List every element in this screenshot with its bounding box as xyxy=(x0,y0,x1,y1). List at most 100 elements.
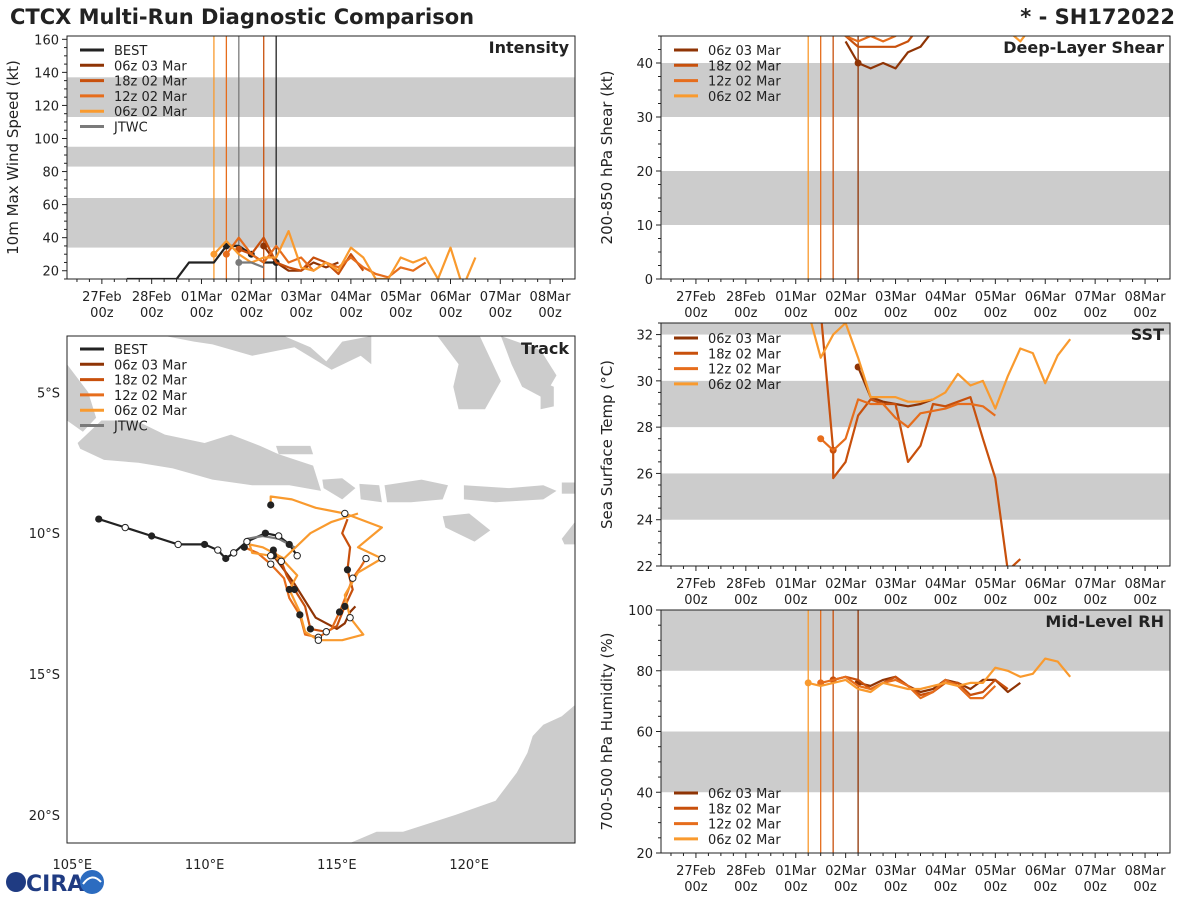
threshold-band xyxy=(661,323,1170,335)
lon-tick-label: 120°E xyxy=(449,858,489,873)
init-marker xyxy=(817,435,825,443)
x-tick-label: 00z xyxy=(1034,593,1058,608)
x-tick-label: 02Mar xyxy=(825,864,867,879)
threshold-band xyxy=(661,610,1170,671)
x-tick-label: 00z xyxy=(240,306,264,321)
y-tick-label: 160 xyxy=(34,33,59,48)
y-tick-label: 40 xyxy=(42,232,59,247)
legend-label: 18z 02 Mar xyxy=(114,374,187,389)
x-tick-label: 04Mar xyxy=(925,290,967,305)
x-tick-label: 08Mar xyxy=(1125,577,1167,592)
series-line-12z-02-mar xyxy=(843,36,897,43)
y-axis-label: 200-850 hPa Shear (kt) xyxy=(598,71,616,245)
cira-globe-icon xyxy=(6,872,26,892)
cira-logo: CIRA xyxy=(6,870,104,897)
plot-area xyxy=(661,610,1170,853)
x-tick-label: 00z xyxy=(784,306,808,321)
x-tick-label: 27Feb xyxy=(676,864,716,879)
legend-label: 06z 03 Mar xyxy=(114,358,187,373)
y-tick-label: 80 xyxy=(42,166,59,181)
legend-label: 06z 02 Mar xyxy=(708,833,781,848)
x-tick-label: 01Mar xyxy=(775,290,817,305)
y-tick-label: 40 xyxy=(636,786,653,801)
x-tick-label: 00z xyxy=(934,593,958,608)
x-tick-label: 00z xyxy=(90,306,114,321)
x-tick-label: 00z xyxy=(389,306,413,321)
y-tick-label: 30 xyxy=(636,375,653,390)
y-tick-label: 100 xyxy=(628,604,653,619)
x-tick-label: 07Mar xyxy=(480,290,522,305)
sst-panel: 22242628303227Feb00z28Feb00z01Mar00z02Ma… xyxy=(598,322,1171,608)
x-tick-label: 00z xyxy=(1133,593,1157,608)
track-position-marker-open xyxy=(346,613,354,622)
threshold-band xyxy=(67,198,575,248)
y-tick-label: 40 xyxy=(636,57,653,72)
x-tick-label: 05Mar xyxy=(975,577,1017,592)
lat-tick-label: 20°S xyxy=(29,809,60,824)
x-tick-label: 00z xyxy=(538,306,562,321)
x-tick-label: 01Mar xyxy=(775,577,817,592)
track-position-marker-open xyxy=(322,628,330,636)
y-tick-label: 60 xyxy=(636,726,653,741)
y-tick-label: 10 xyxy=(636,219,653,234)
y-tick-label: 120 xyxy=(34,99,59,114)
rh-panel: 2040608010027Feb00z28Feb00z01Mar00z02Mar… xyxy=(598,604,1171,895)
legend-label: 06z 03 Mar xyxy=(708,787,781,802)
y-tick-label: 26 xyxy=(636,467,653,482)
legend-label: 06z 03 Mar xyxy=(708,44,781,59)
legend-label: BEST xyxy=(114,44,147,59)
x-tick-label: 00z xyxy=(934,880,958,895)
x-tick-label: 00z xyxy=(734,306,758,321)
panel-title: SST xyxy=(1131,325,1164,344)
x-tick-label: 07Mar xyxy=(1075,864,1117,879)
track-position-marker-open xyxy=(121,523,129,532)
series-line-18z-02-mar xyxy=(238,236,365,276)
legend-label: 12z 02 Mar xyxy=(708,75,781,90)
cira-logo-text: CIRA xyxy=(26,872,84,897)
series-line-18z-02-mar xyxy=(820,323,1022,566)
x-tick-label: 00z xyxy=(834,880,858,895)
track-position-marker-open xyxy=(229,549,238,557)
x-tick-label: 01Mar xyxy=(181,290,223,305)
track-position-marker xyxy=(306,625,315,633)
x-tick-label: 00z xyxy=(1133,880,1157,895)
threshold-band xyxy=(661,63,1170,117)
track-position-marker xyxy=(240,543,248,551)
init-marker xyxy=(804,679,812,687)
satellite-swirl-icon xyxy=(80,870,104,894)
timor-island xyxy=(561,521,575,545)
x-tick-label: 00z xyxy=(834,306,858,321)
legend-label: BEST xyxy=(114,343,147,358)
track-position-marker xyxy=(341,602,349,611)
legend-label: JTWC xyxy=(113,420,148,435)
x-tick-label: 00z xyxy=(489,306,513,321)
x-tick-label: 05Mar xyxy=(975,290,1017,305)
x-tick-label: 00z xyxy=(984,880,1008,895)
intensity-panel: 2040608010012014016027Feb00z28Feb00z01Ma… xyxy=(4,33,576,321)
x-tick-label: 02Mar xyxy=(825,290,867,305)
series-line-06z-02-mar xyxy=(807,657,1072,694)
map-area xyxy=(67,336,575,843)
track-line-best xyxy=(98,518,299,560)
track-position-marker xyxy=(267,501,275,509)
sumatra-landmass xyxy=(67,364,97,432)
threshold-band xyxy=(661,473,1170,520)
track-position-marker-open xyxy=(274,532,283,540)
legend-label: 06z 03 Mar xyxy=(114,59,187,74)
y-tick-label: 80 xyxy=(636,665,653,680)
x-tick-label: 05Mar xyxy=(975,864,1017,879)
x-tick-label: 08Mar xyxy=(530,290,572,305)
x-tick-label: 00z xyxy=(884,593,908,608)
x-tick-label: 28Feb xyxy=(726,864,766,879)
plot-area xyxy=(661,323,1170,566)
x-tick-label: 03Mar xyxy=(875,577,917,592)
java-landmass xyxy=(77,420,321,491)
legend-label: 12z 02 Mar xyxy=(708,818,781,833)
legend-label: 06z 03 Mar xyxy=(708,332,781,347)
track-position-marker xyxy=(269,546,277,554)
x-tick-label: 00z xyxy=(734,880,758,895)
track-position-marker xyxy=(343,566,352,574)
map-frame xyxy=(66,335,576,844)
init-marker xyxy=(235,258,243,266)
